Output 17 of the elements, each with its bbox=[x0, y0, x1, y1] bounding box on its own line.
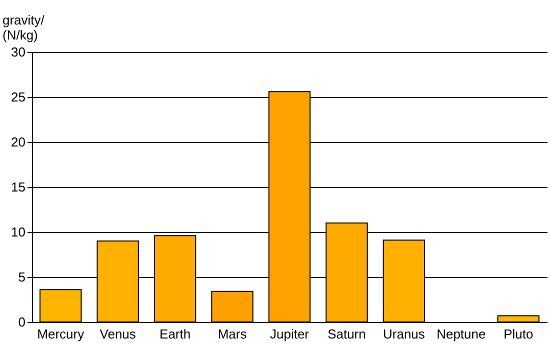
y-tick-label: 10 bbox=[11, 224, 26, 240]
y-tick-label: 5 bbox=[18, 270, 26, 284]
x-tick-label: Mercury bbox=[37, 326, 85, 342]
x-tick-label: Jupiter bbox=[270, 326, 310, 342]
x-tick-label: Mars bbox=[218, 326, 248, 342]
x-tick-label: Venus bbox=[100, 326, 136, 342]
y-tick-label: 20 bbox=[11, 134, 26, 150]
x-tick-label: Earth bbox=[160, 326, 191, 342]
y-axis-title: gravity/ (N/kg) bbox=[2, 12, 45, 42]
y-tick-label: 15 bbox=[11, 180, 26, 194]
x-tick-label: Saturn bbox=[328, 326, 366, 342]
x-tick-label: Uranus bbox=[382, 326, 426, 342]
x-tick-label: Pluto bbox=[504, 326, 534, 342]
y-tick-label: 25 bbox=[11, 90, 26, 104]
y-tick-label: 30 bbox=[11, 44, 26, 60]
y-tick-label: 0 bbox=[18, 314, 26, 330]
x-tick-label: Neptune bbox=[436, 326, 486, 342]
